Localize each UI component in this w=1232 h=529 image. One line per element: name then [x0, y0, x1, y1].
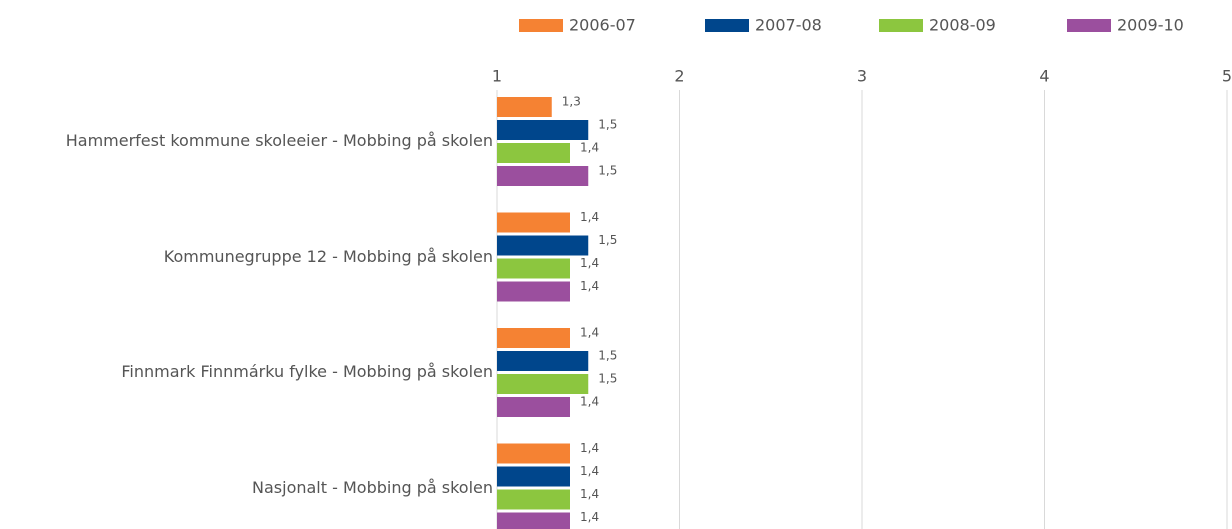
legend-label: 2009-10: [1117, 16, 1184, 35]
x-tick-label: 4: [1039, 67, 1049, 86]
legend-label: 2008-09: [929, 16, 996, 35]
x-tick-label: 1: [492, 67, 502, 86]
value-label: 1,4: [580, 395, 599, 409]
bar: [497, 397, 570, 417]
legend-swatch: [519, 19, 563, 32]
value-label: 1,3: [562, 95, 581, 109]
bar: [497, 281, 570, 302]
legend-label: 2006-07: [569, 16, 636, 35]
bar: [497, 512, 570, 529]
category-label: Hammerfest kommune skoleeier - Mobbing p…: [65, 131, 493, 150]
value-label: 1,5: [598, 372, 617, 386]
bar: [497, 374, 589, 394]
x-tick-label: 2: [674, 67, 684, 86]
bar: [497, 258, 570, 279]
bar: [497, 166, 589, 186]
legend-swatch: [1067, 19, 1111, 32]
value-label: 1,5: [598, 349, 617, 363]
category-label: Nasjonalt - Mobbing på skolen: [252, 477, 493, 497]
bar: [497, 120, 589, 140]
value-label: 1,4: [580, 279, 599, 293]
bar: [497, 212, 570, 233]
value-label: 1,4: [580, 510, 599, 524]
x-tick-label: 5: [1222, 67, 1232, 86]
legend-swatch: [879, 19, 923, 32]
bar: [497, 466, 570, 487]
legend-swatch: [705, 19, 749, 32]
category-label: Kommunegruppe 12 - Mobbing på skolen: [163, 246, 493, 266]
value-label: 1,4: [580, 441, 599, 455]
value-label: 1,4: [580, 464, 599, 478]
value-label: 1,5: [598, 118, 617, 132]
bar: [497, 143, 570, 163]
bar: [497, 97, 552, 117]
bar: [497, 328, 570, 348]
value-label: 1,4: [580, 326, 599, 340]
value-label: 1,5: [598, 164, 617, 178]
bar: [497, 489, 570, 510]
value-label: 1,4: [580, 210, 599, 224]
value-label: 1,4: [580, 141, 599, 155]
category-label: Finnmark Finnmárku fylke - Mobbing på sk…: [121, 362, 493, 381]
legend-label: 2007-08: [755, 16, 822, 35]
x-tick-label: 3: [857, 67, 867, 86]
value-label: 1,5: [598, 233, 617, 247]
value-label: 1,4: [580, 487, 599, 501]
bar: [497, 351, 589, 371]
bar: [497, 443, 570, 464]
value-label: 1,4: [580, 256, 599, 270]
bar: [497, 235, 589, 256]
